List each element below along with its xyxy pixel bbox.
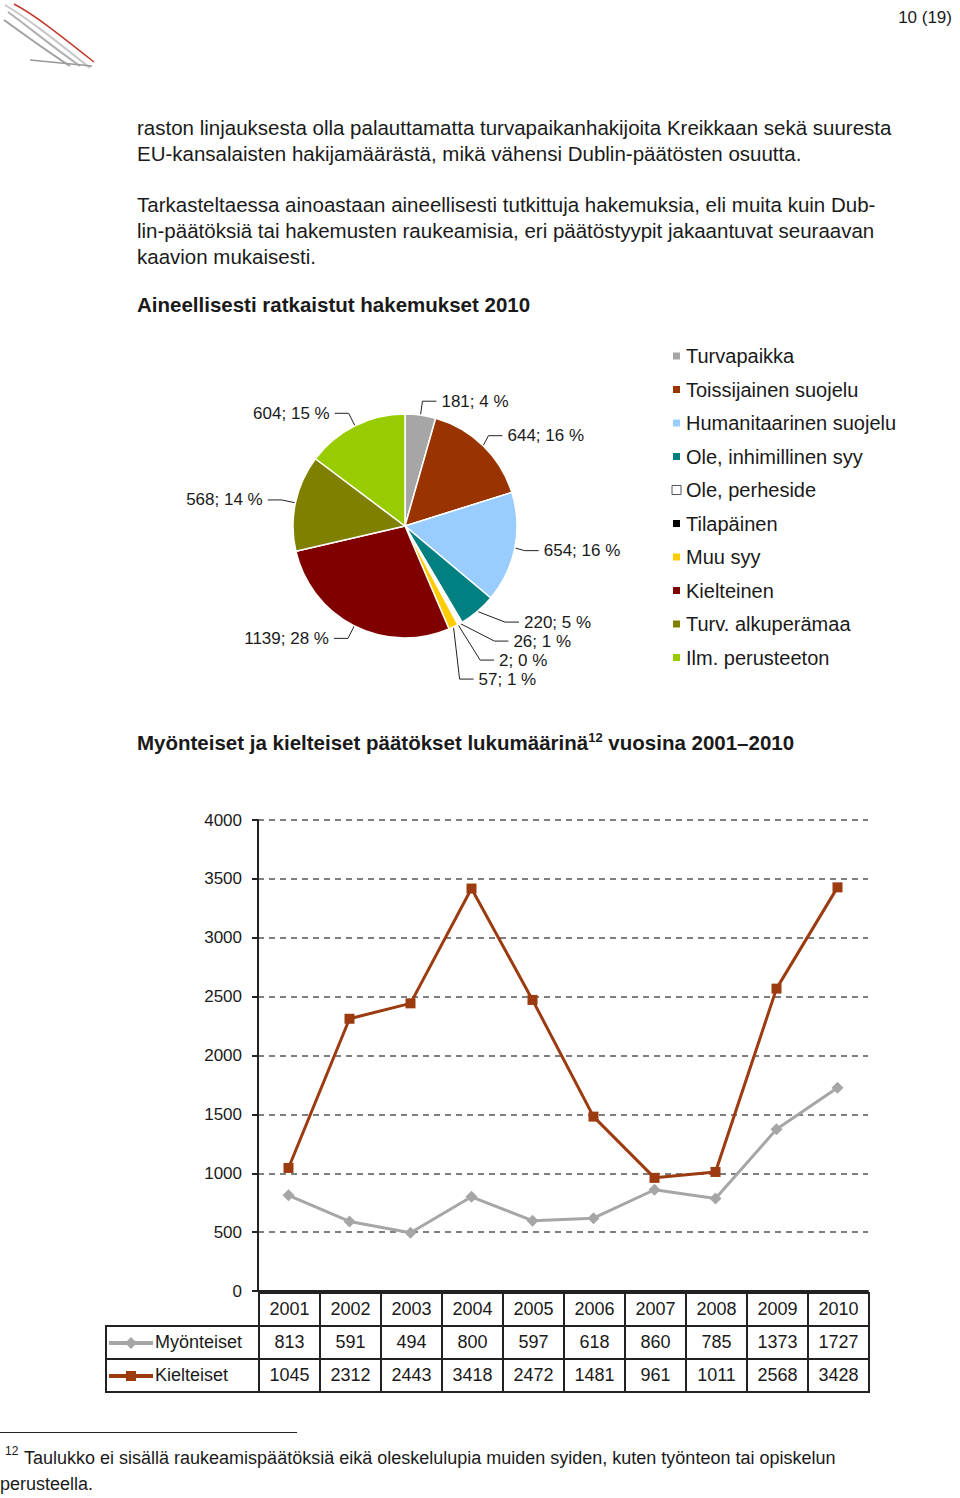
svg-text:181; 4 %: 181; 4 %	[441, 392, 508, 411]
svg-text:Toissijainen suojelu: Toissijainen suojelu	[686, 379, 858, 401]
html-text:3428: 3428	[818, 1365, 859, 1385]
svg-text:1000: 1000	[204, 1164, 242, 1183]
svg-text:1139; 28 %: 1139; 28 %	[244, 629, 329, 648]
html-text:2009: 2009	[757, 1299, 798, 1319]
svg-text:3500: 3500	[204, 869, 242, 888]
html-text:1727: 1727	[818, 1332, 859, 1352]
html-text:961: 961	[640, 1365, 671, 1385]
html-text:494: 494	[396, 1332, 427, 1352]
html-text:2443: 2443	[391, 1365, 432, 1385]
html-text:Myönteiset: Myönteiset	[155, 1332, 242, 1352]
svg-text:Tilapäinen: Tilapäinen	[686, 513, 778, 535]
svg-text:0: 0	[233, 1282, 242, 1301]
html-text:lin-päätöksiä tai hakemusten r: lin-päätöksiä tai hakemusten raukeamisia…	[137, 219, 875, 242]
svg-text:57; 1 %: 57; 1 %	[479, 670, 537, 689]
html-text:Aineellisesti ratkaistut hakem: Aineellisesti ratkaistut hakemukset 2010	[137, 293, 531, 316]
html-text:1011: 1011	[697, 1365, 736, 1385]
html-text:618: 618	[579, 1332, 610, 1352]
html-text:2004: 2004	[452, 1299, 493, 1319]
svg-text:Ilm. perusteeton: Ilm. perusteeton	[686, 647, 829, 669]
svg-text:568; 14 %: 568; 14 %	[186, 490, 263, 509]
html-text:800: 800	[457, 1332, 488, 1352]
svg-text:Ole, inhimillinen syy: Ole, inhimillinen syy	[686, 446, 863, 468]
svg-text:Turv. alkuperämaa: Turv. alkuperämaa	[686, 613, 851, 635]
html-text:Myönteiset ja kielteiset päätö: Myönteiset ja kielteiset päätökset lukum…	[137, 730, 795, 754]
svg-text:3000: 3000	[204, 928, 242, 947]
svg-text:4000: 4000	[204, 811, 242, 830]
svg-text:2; 0 %: 2; 0 %	[499, 651, 547, 670]
html-text:785: 785	[701, 1332, 732, 1352]
svg-text:220; 5 %: 220; 5 %	[524, 613, 591, 632]
html-text:2006: 2006	[574, 1299, 615, 1319]
html-text:1373: 1373	[757, 1332, 798, 1352]
html-text:10 (19): 10 (19)	[898, 8, 952, 27]
html-text:2568: 2568	[757, 1365, 798, 1385]
svg-text:2000: 2000	[204, 1046, 242, 1065]
html-text:2002: 2002	[330, 1299, 371, 1319]
svg-text:Muu syy: Muu syy	[686, 546, 760, 568]
html-text:860: 860	[640, 1332, 671, 1352]
svg-text:Humanitaarinen suojelu: Humanitaarinen suojelu	[686, 412, 896, 434]
html-text:2008: 2008	[696, 1299, 737, 1319]
html-text:591: 591	[335, 1332, 366, 1352]
svg-text:500: 500	[214, 1223, 242, 1242]
html-text:Kielteiset: Kielteiset	[155, 1365, 228, 1385]
svg-text:644; 16 %: 644; 16 %	[507, 426, 584, 445]
html-text:2007: 2007	[635, 1299, 676, 1319]
svg-text:26; 1 %: 26; 1 %	[513, 632, 571, 651]
html-text:2472: 2472	[513, 1365, 554, 1385]
html-text:2005: 2005	[513, 1299, 554, 1319]
svg-text:Turvapaikka: Turvapaikka	[686, 345, 795, 367]
html-text:Tarkasteltaessa ainoastaan ain: Tarkasteltaessa ainoastaan aineellisesti…	[137, 193, 876, 216]
html-text:2312: 2312	[330, 1365, 371, 1385]
html-text:2001: 2001	[269, 1299, 310, 1319]
html-text:perusteella.: perusteella.	[0, 1474, 94, 1494]
svg-text:Kielteinen: Kielteinen	[686, 580, 774, 602]
html-text:12 Taulukko ei sisällä raukeam: 12 Taulukko ei sisällä raukeamispäätöksi…	[5, 1444, 836, 1468]
html-text:597: 597	[518, 1332, 549, 1352]
html-text:2010: 2010	[818, 1299, 859, 1319]
html-text:3418: 3418	[452, 1365, 493, 1385]
html-text:2003: 2003	[391, 1299, 432, 1319]
html-text:1481: 1481	[574, 1365, 615, 1385]
svg-text:604; 15 %: 604; 15 %	[253, 404, 330, 423]
html-text:kaavion mukaisesti.: kaavion mukaisesti.	[137, 245, 316, 268]
html-text:EU-kansalaisten hakijamäärästä: EU-kansalaisten hakijamäärästä, mikä väh…	[137, 142, 802, 165]
html-text:raston linjauksesta olla palau: raston linjauksesta olla palauttamatta t…	[137, 116, 892, 139]
html-text:1045: 1045	[269, 1365, 310, 1385]
svg-text:654; 16 %: 654; 16 %	[544, 541, 621, 560]
svg-text:1500: 1500	[204, 1105, 242, 1124]
svg-text:2500: 2500	[204, 987, 242, 1006]
html-text:813: 813	[274, 1332, 305, 1352]
svg-text:Ole, perheside: Ole, perheside	[686, 479, 816, 501]
